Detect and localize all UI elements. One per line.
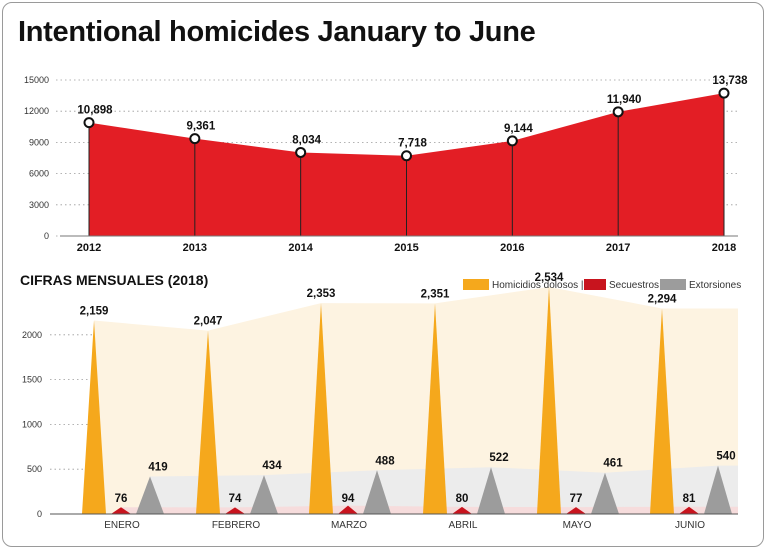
legend-swatch (463, 279, 489, 290)
y-tick-label: 15000 (24, 75, 49, 85)
y-tick-label: 0 (44, 231, 49, 241)
y-tick-label: 500 (27, 464, 42, 474)
homicidios-value-label: 2,351 (421, 288, 450, 300)
y-tick-label: 1000 (22, 419, 42, 429)
x-tick-label: 2015 (394, 242, 418, 254)
legend-label: Secuestros | (609, 280, 664, 291)
extorsiones-value-label: 488 (375, 455, 395, 467)
y-tick-label: 1500 (22, 375, 42, 385)
secuestros-value-label: 94 (342, 493, 355, 505)
homicidios-value-label: 2,159 (80, 306, 109, 318)
x-tick-label: 2012 (77, 242, 101, 254)
homicidios-spike (423, 303, 447, 514)
homicidios-spike (82, 320, 106, 514)
homicidios-value-label: 2,047 (194, 316, 223, 328)
secuestros-value-label: 76 (115, 493, 128, 505)
annual-area-chart: 0 3000 6000 9000 12000 15000 10,898 2012 9,361 20… (24, 75, 748, 254)
y-tick-label: 9000 (29, 137, 49, 147)
data-point-marker (401, 150, 412, 162)
data-value-label: 7,718 (398, 138, 427, 150)
homicidios-value-label: 2,353 (307, 288, 336, 300)
extorsiones-value-label: 522 (489, 452, 508, 464)
x-tick-label: 2013 (183, 242, 207, 254)
homicidios-spike (196, 330, 220, 514)
secuestros-spike (111, 507, 131, 514)
extorsiones-value-label: 540 (716, 451, 735, 463)
secuestros-value-label: 81 (683, 493, 696, 505)
secuestros-value-label: 80 (456, 493, 469, 505)
x-tick-label: 2018 (712, 242, 736, 254)
y-tick-label: 2000 (22, 330, 42, 340)
chart-title: Intentional homicides January to June (18, 16, 536, 48)
secuestros-spike (452, 506, 472, 514)
secuestros-value-label: 77 (570, 493, 583, 505)
legend: Homicidios dolosos | Secuestros | Extorsio… (463, 279, 741, 291)
homicidios-spike (309, 303, 333, 514)
data-value-label: 11,940 (607, 94, 642, 106)
data-value-label: 9,144 (504, 123, 533, 135)
month-label: MARZO (331, 520, 367, 531)
legend-swatch (660, 279, 686, 290)
legend-label: Homicidios dolosos | (492, 280, 584, 291)
data-point-marker (83, 117, 95, 129)
homicidios-value-label: 2,534 (535, 272, 564, 284)
month-label: ENERO (104, 520, 140, 531)
extorsiones-spike (704, 465, 732, 514)
extorsiones-spike (136, 476, 164, 514)
x-tick-label: 2016 (500, 242, 524, 254)
secuestros-value-label: 74 (229, 493, 242, 505)
y-tick-label: 0 (37, 509, 42, 519)
secuestros-spike (338, 505, 358, 514)
secuestros-spike (225, 507, 245, 514)
month-label: FEBRERO (212, 520, 261, 531)
data-point-marker (295, 146, 307, 158)
y-tick-label: 3000 (29, 200, 49, 210)
data-point-marker (506, 135, 518, 147)
month-label: MAYO (563, 520, 592, 531)
data-point-marker (718, 87, 730, 99)
extorsiones-value-label: 419 (148, 461, 167, 473)
x-tick-label: 2014 (288, 242, 313, 254)
homicidios-spike (650, 308, 674, 514)
extorsiones-value-label: 461 (603, 458, 623, 470)
extorsiones-value-label: 434 (262, 460, 282, 472)
data-point-marker (612, 106, 624, 118)
extorsiones-spike (250, 475, 278, 514)
homicidios-value-label: 2,294 (648, 293, 677, 305)
y-tick-label: 6000 (29, 169, 49, 179)
x-tick-label: 2017 (606, 242, 630, 254)
data-value-label: 8,034 (292, 134, 321, 146)
data-value-label: 10,898 (77, 105, 113, 117)
data-point-marker (189, 133, 201, 145)
y-tick-label: 12000 (24, 106, 49, 116)
data-value-label: 13,738 (712, 75, 748, 87)
extorsiones-spike (591, 472, 619, 514)
data-value-label: 9,361 (186, 121, 215, 133)
extorsiones-spike (477, 467, 505, 514)
legend-swatch (584, 279, 606, 290)
month-label: ABRIL (449, 520, 478, 531)
homicidios-band (94, 286, 738, 514)
extorsiones-spike (363, 470, 391, 514)
secuestros-spike (679, 506, 699, 514)
monthly-spike-chart: 0 500 1000 1500 2000 2,159 2,047 2,353 2,351 2,53… (22, 272, 741, 531)
monthly-subtitle: CIFRAS MENSUALES (2018) (20, 272, 209, 288)
secuestros-spike (566, 507, 586, 514)
homicidios-spike (537, 286, 561, 514)
legend-label: Extorsiones (689, 280, 741, 291)
month-label: JUNIO (675, 520, 705, 531)
